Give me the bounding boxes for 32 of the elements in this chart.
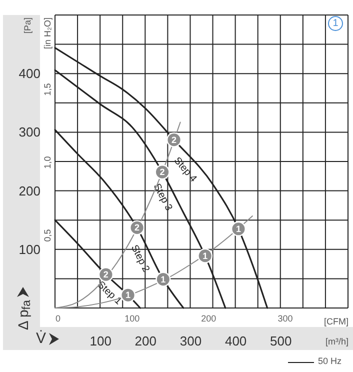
x2-tick-label: 300 bbox=[278, 314, 293, 324]
y-tick-label: 200 bbox=[18, 183, 40, 198]
annotation: 1 bbox=[202, 250, 208, 261]
x2-tick-label: 100 bbox=[124, 314, 140, 324]
annotation: 2 bbox=[171, 134, 177, 145]
annotation: 1 bbox=[126, 290, 131, 300]
x-tick-label: 200 bbox=[134, 334, 157, 348]
x-tick-label: 500 bbox=[270, 334, 292, 348]
y-tick-label: 100 bbox=[18, 242, 40, 257]
y2-axis-title: [in H₂O] bbox=[42, 18, 52, 49]
x2-tick-label: 0 bbox=[56, 314, 61, 324]
x2-tick-label: 200 bbox=[201, 314, 216, 324]
text: [m³/h] bbox=[325, 336, 348, 346]
y2-tick-label: 1,0 bbox=[42, 156, 52, 169]
x-tick-label: 100 bbox=[90, 334, 112, 348]
y2-tick-label: 0,5 bbox=[42, 229, 52, 242]
annotation: 2 bbox=[103, 270, 108, 280]
y-tick-label: 400 bbox=[18, 66, 40, 82]
x2-axis-title: [CFM] bbox=[324, 316, 348, 326]
text: Step 2 bbox=[128, 243, 152, 274]
text: [Pa] bbox=[22, 18, 32, 34]
x-tick-label: 400 bbox=[224, 334, 247, 348]
text: 50 Hz bbox=[318, 356, 342, 366]
y-tick-label: 300 bbox=[18, 124, 40, 140]
x-tick-label: 300 bbox=[180, 334, 202, 348]
annotation: 2 bbox=[160, 167, 165, 178]
text: Step 3 bbox=[150, 182, 174, 214]
x-axis-title: V̇ bbox=[36, 330, 46, 347]
annotation: 1 bbox=[236, 224, 241, 234]
y2-tick-label: 1,5 bbox=[42, 83, 52, 96]
annotation: 1 bbox=[160, 274, 166, 284]
annotation: 2 bbox=[134, 222, 140, 233]
